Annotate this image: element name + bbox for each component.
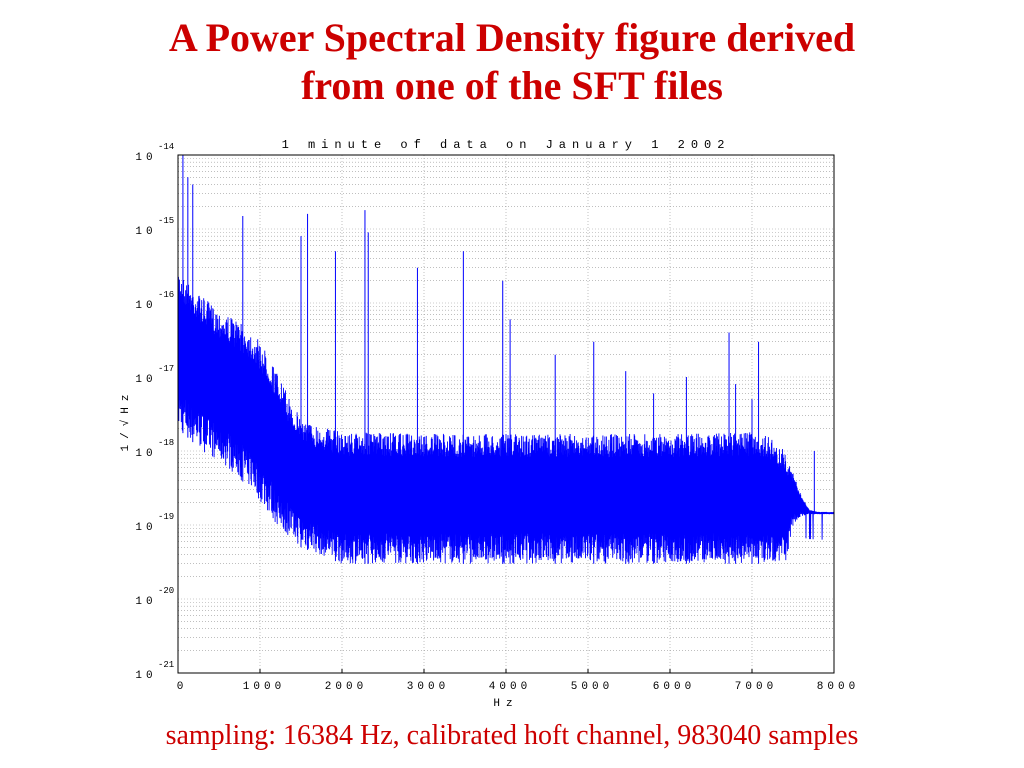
tick-layer: 0 1000 2000 3000 4000 5000 6000 7000 800010-1410… bbox=[135, 142, 859, 693]
slide-caption: sampling: 16384 Hz, calibrated hoft chan… bbox=[165, 720, 859, 751]
x-tick-label: 0 bbox=[177, 681, 188, 693]
y-tick-base: 10 bbox=[135, 522, 156, 534]
x-tick-label: 7000 bbox=[735, 681, 777, 693]
y-tick-exponent: -14 bbox=[158, 142, 174, 152]
y-tick-exponent: -16 bbox=[158, 290, 174, 300]
y-tick-exponent: -17 bbox=[158, 364, 174, 374]
y-axis-label: 1/√Hz bbox=[119, 388, 132, 451]
x-tick-label: 2000 bbox=[325, 681, 367, 693]
y-tick-exponent: -20 bbox=[158, 586, 174, 596]
x-axis-label: Hz bbox=[493, 698, 518, 710]
chart-title: 1 minute of data on January 1 2002 bbox=[282, 138, 731, 152]
x-tick-label: 1000 bbox=[243, 681, 285, 693]
x-tick-label: 8000 bbox=[817, 681, 859, 693]
y-tick-exponent: -21 bbox=[158, 660, 174, 670]
y-tick-base: 10 bbox=[135, 670, 156, 682]
x-tick-label: 3000 bbox=[407, 681, 449, 693]
psd-noise-trace bbox=[177, 267, 835, 564]
y-tick-base: 10 bbox=[135, 596, 156, 608]
data-layer bbox=[177, 155, 835, 564]
y-tick-exponent: -18 bbox=[158, 438, 174, 448]
x-tick-label: 4000 bbox=[489, 681, 531, 693]
x-tick-label: 5000 bbox=[571, 681, 613, 693]
y-tick-exponent: -15 bbox=[158, 216, 174, 226]
y-tick-base: 10 bbox=[135, 152, 156, 164]
slide-title-line-2: from one of the SFT files bbox=[301, 63, 723, 108]
y-tick-base: 10 bbox=[135, 300, 156, 312]
y-tick-base: 10 bbox=[135, 226, 156, 238]
slide-title: A Power Spectral Density figure derived … bbox=[0, 14, 1024, 110]
x-tick-label: 6000 bbox=[653, 681, 695, 693]
y-tick-base: 10 bbox=[135, 374, 156, 386]
slide-title-line-1: A Power Spectral Density figure derived bbox=[168, 15, 856, 60]
y-tick-exponent: -19 bbox=[158, 512, 174, 522]
y-tick-base: 10 bbox=[135, 448, 156, 460]
